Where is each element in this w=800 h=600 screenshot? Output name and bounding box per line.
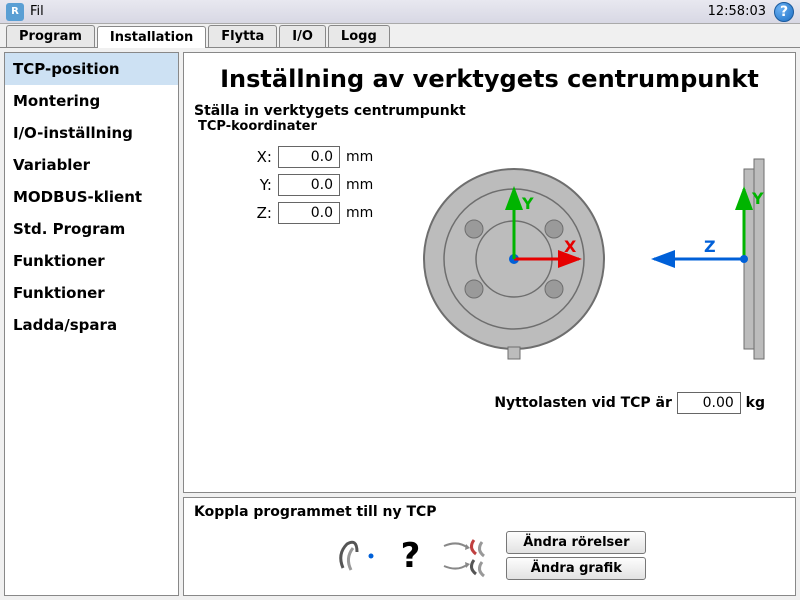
axis-z-label: Z [704,237,716,256]
tabstrip: Program Installation Flytta I/O Logg [0,24,800,48]
axis-x-label: X [564,237,577,256]
z-input[interactable] [278,202,340,224]
group-link-tcp: Koppla programmet till ny TCP [194,504,785,520]
bottom-panel: Koppla programmet till ny TCP ? [183,497,796,596]
app-logo-icon: R [6,3,24,21]
x-label: X: [252,148,272,166]
axis-y2-label: Y [751,189,764,208]
group-set-tcp: Ställa in verktygets centrumpunkt [194,103,785,119]
page-title: Inställning av verktygets centrumpunkt [194,65,785,93]
x-input[interactable] [278,146,340,168]
question-mark-icon: ? [401,536,421,576]
y-unit: mm [346,177,374,193]
titlebar: R Fil 12:58:03 ? [0,0,800,24]
axis-y-label: Y [521,194,534,213]
clock: 12:58:03 [708,4,766,19]
payload-input[interactable] [677,392,741,414]
help-icon[interactable]: ? [774,2,794,22]
tab-log[interactable]: Logg [328,25,390,47]
payload-label: Nyttolasten vid TCP är [494,395,672,411]
sidebar: TCP-position Montering I/O-inställning V… [4,52,179,596]
y-input[interactable] [278,174,340,196]
x-unit: mm [346,149,374,165]
sidebar-item-io-setup[interactable]: I/O-inställning [5,117,178,149]
sidebar-item-variables[interactable]: Variabler [5,149,178,181]
z-unit: mm [346,205,374,221]
change-graphics-button[interactable]: Ändra grafik [506,557,646,580]
y-label: Y: [252,176,272,194]
sidebar-item-default-program[interactable]: Std. Program [5,213,178,245]
tab-move[interactable]: Flytta [208,25,277,47]
sidebar-item-mounting[interactable]: Montering [5,85,178,117]
tab-io[interactable]: I/O [279,25,326,47]
sidebar-item-features-2[interactable]: Funktioner [5,277,178,309]
sidebar-item-features-1[interactable]: Funktioner [5,245,178,277]
menu-file[interactable]: Fil [30,4,44,19]
change-motions-button[interactable]: Ändra rörelser [506,531,646,554]
coord-inputs: X: mm Y: mm Z: mm [194,134,384,384]
sidebar-item-modbus[interactable]: MODBUS-klient [5,181,178,213]
payload-row: Nyttolasten vid TCP är kg [194,384,785,418]
tcp-diagram: X Y Z Y [394,134,785,384]
tab-program[interactable]: Program [6,25,95,47]
sidebar-item-load-save[interactable]: Ladda/spara [5,309,178,341]
motion-before-icon [333,534,383,578]
payload-unit: kg [746,395,765,411]
motion-after-icon [438,534,488,578]
z-label: Z: [252,204,272,222]
tab-installation[interactable]: Installation [97,26,206,48]
subgroup-tcp-coords: TCP-koordinater [198,119,785,134]
main-panel: Inställning av verktygets centrumpunkt S… [183,52,796,493]
sidebar-item-tcp-position[interactable]: TCP-position [5,53,178,85]
button-column: Ändra rörelser Ändra grafik [506,528,646,583]
